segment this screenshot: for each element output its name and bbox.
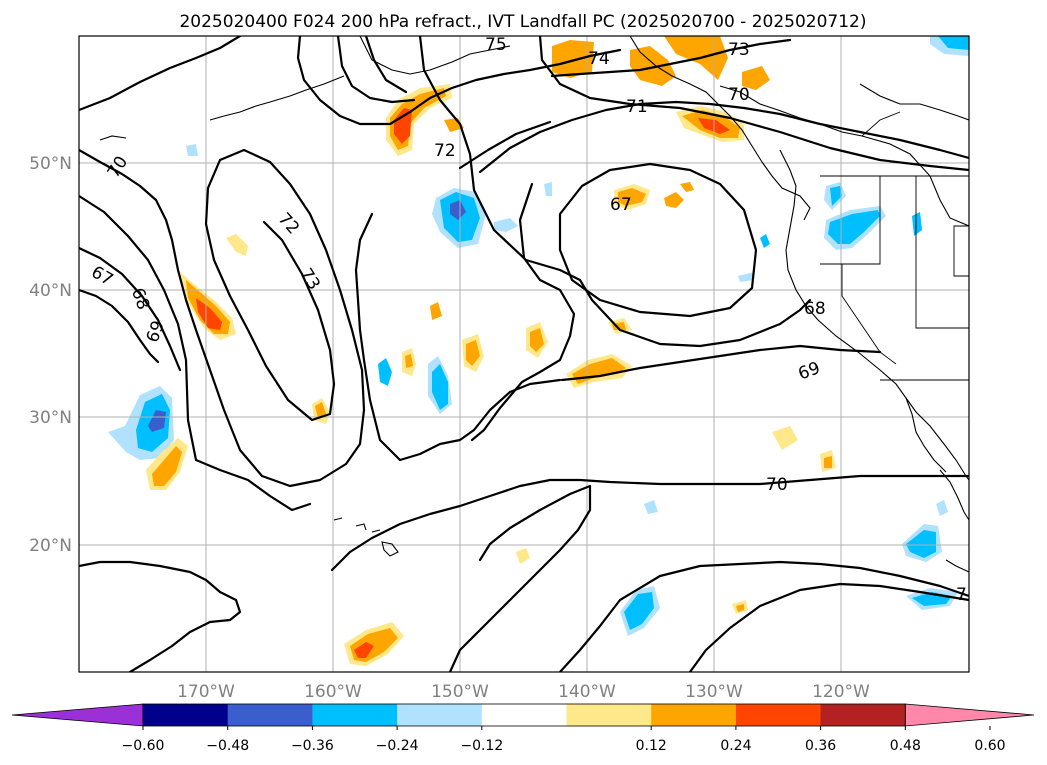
- map-area: [79, 36, 969, 672]
- shade-blob: [394, 108, 412, 144]
- shade-blob: [906, 530, 936, 558]
- shade-blob: [824, 456, 832, 468]
- shade-blob: [912, 212, 922, 236]
- shade-blob: [432, 364, 448, 410]
- colorbar-tick-label: −0.48: [206, 738, 249, 754]
- shade-blob: [630, 46, 676, 86]
- graticule: [79, 36, 969, 672]
- shade-blob: [354, 642, 374, 658]
- colorbar-tick-label: −0.36: [291, 738, 334, 754]
- shade-blob: [552, 40, 594, 78]
- shade-blob: [644, 500, 658, 514]
- colorbar-tick-label: 0.24: [720, 738, 751, 754]
- shade-blob: [196, 298, 222, 330]
- latitude-labels: 50°N 40°N 30°N 20°N: [29, 154, 72, 556]
- colorbar-segment: [820, 704, 906, 726]
- lon-label: 140°W: [558, 682, 616, 702]
- contour-label: 7: [956, 585, 967, 605]
- colorbar-tick-label: 0.12: [636, 738, 667, 754]
- lat-label: 30°N: [29, 408, 72, 428]
- map-content: 75 74 73 70 71 72 70 67 68 69 72 73 67 6…: [79, 35, 969, 672]
- shade-blob: [830, 186, 842, 206]
- shade-blob: [624, 592, 654, 630]
- lat-label: 20°N: [29, 536, 72, 556]
- colorbar-segment: [143, 704, 229, 726]
- colorbar-segment: [735, 704, 822, 726]
- colorbar-tick-label: 0.60: [974, 738, 1005, 754]
- colorbar-tick-label: 0.36: [805, 738, 836, 754]
- shade-blob: [450, 200, 466, 220]
- contour-label: 70: [766, 475, 788, 495]
- shade-blob: [315, 402, 326, 418]
- shade-blob: [186, 144, 198, 156]
- shade-blob: [738, 272, 754, 282]
- lon-label: 120°W: [812, 682, 870, 702]
- longitude-labels: 170°W 160°W 150°W 140°W 130°W 120°W: [177, 682, 870, 702]
- map-frame: [78, 35, 970, 673]
- contour-label: 73: [728, 40, 750, 60]
- contour-label: 72: [434, 141, 456, 161]
- colorbar-segment: [566, 704, 652, 726]
- refractivity-contours: [79, 36, 969, 672]
- shade-blob: [226, 234, 248, 256]
- colorbar-segment: [651, 704, 737, 726]
- shade-blob: [378, 358, 392, 386]
- shade-blob: [936, 500, 948, 516]
- colorbar-tick-label: 0.48: [890, 738, 921, 754]
- map-title: 2025020400 F024 200 hPa refract., IVT La…: [179, 12, 866, 32]
- lon-label: 160°W: [304, 682, 362, 702]
- lon-label: 150°W: [431, 682, 489, 702]
- shade-blob: [618, 188, 646, 206]
- colorbar: −0.60 −0.48 −0.36 −0.24 −0.12 0.12 0.24 0.36 0.4…: [11, 703, 1035, 754]
- shade-blob: [742, 66, 770, 90]
- shade-blob: [516, 548, 530, 564]
- colorbar-segment: [227, 704, 313, 726]
- shade-blob: [530, 328, 544, 352]
- political-borders: [820, 111, 969, 381]
- coastlines: [99, 36, 969, 573]
- colorbar-tick-label: −0.60: [122, 738, 165, 754]
- contour-label: 67: [610, 195, 632, 215]
- colorbar-extend-high: [904, 703, 1035, 727]
- shade-blob: [664, 192, 684, 208]
- contour-label: 74: [588, 49, 610, 69]
- contour-label: 70: [728, 85, 750, 105]
- colorbar-segment: [397, 704, 483, 726]
- contour-label: 71: [626, 97, 648, 117]
- colorbar-extend-low: [11, 703, 144, 727]
- colorbar-segment: [481, 704, 567, 726]
- colorbar-outline: [142, 703, 906, 727]
- contour-label: 68: [804, 299, 826, 319]
- shade-blob: [405, 354, 413, 368]
- shade-blob: [772, 426, 798, 450]
- shade-blob: [736, 604, 744, 612]
- lat-label: 50°N: [29, 154, 72, 174]
- colorbar-tick-label: −0.12: [460, 738, 503, 754]
- colorbar-segment: [312, 704, 398, 726]
- shade-blob: [680, 182, 694, 192]
- shade-blob: [938, 36, 969, 50]
- lon-label: 170°W: [177, 682, 235, 702]
- shade-blob: [494, 218, 518, 232]
- shade-blob: [148, 410, 166, 432]
- lat-label: 40°N: [29, 281, 72, 301]
- shade-blob: [430, 302, 442, 320]
- shade-blob: [544, 182, 552, 196]
- contour-label: 75: [485, 35, 507, 55]
- shade-blob: [152, 446, 182, 486]
- shade-blob: [760, 234, 770, 248]
- colorbar-tick-label: −0.24: [376, 738, 419, 754]
- shade-blob: [466, 340, 480, 366]
- lon-label: 130°W: [685, 682, 743, 702]
